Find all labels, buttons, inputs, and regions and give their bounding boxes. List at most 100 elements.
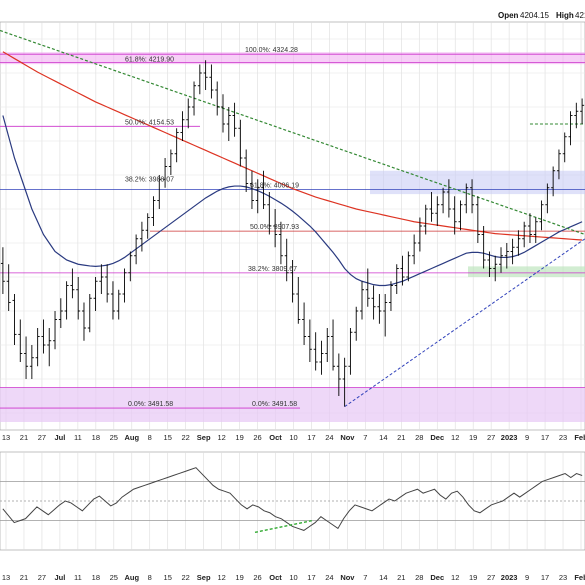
fib-labels: 100.0%: 4324.28 61.8%: 4219.90 50.0%: 4154… bbox=[125, 47, 299, 408]
x-tick-label: 21 bbox=[397, 433, 405, 442]
ohlc-bar bbox=[302, 302, 307, 345]
ohlc-bar bbox=[510, 238, 515, 265]
ohlc-bar bbox=[24, 336, 29, 379]
ohlc-bar bbox=[562, 132, 567, 163]
ohlc-bar bbox=[487, 251, 492, 277]
ohlc-bar bbox=[139, 221, 144, 252]
ohlc-bar bbox=[76, 277, 81, 320]
x-axis-lower: 13 21 27 Jul 11 18 25 Aug 8 15 22 Sep 12 19 26 Oct 10 17 2… bbox=[2, 573, 585, 582]
ohlc-bar bbox=[157, 175, 162, 209]
ohlc-bar bbox=[53, 311, 58, 350]
x-tick-label: 12 bbox=[217, 433, 225, 442]
x-tick-label-lower: 27 bbox=[38, 573, 46, 582]
fib-label: 0.0%: 3491.58 bbox=[252, 401, 297, 408]
fib-label: 50.0%: 4154.53 bbox=[125, 119, 174, 126]
x-tick-label: 26 bbox=[253, 433, 261, 442]
ohlc-bar bbox=[319, 340, 324, 375]
resistance-zone bbox=[370, 170, 585, 195]
oscillator-panel bbox=[0, 467, 585, 534]
ohlc-bar bbox=[331, 319, 336, 371]
x-tick-label: Feb bbox=[574, 433, 585, 442]
ohlc-bar bbox=[388, 281, 393, 311]
x-tick-label-lower: Feb bbox=[574, 573, 585, 582]
x-tick-label-lower: 8 bbox=[148, 573, 152, 582]
x-tick-label-lower: 23 bbox=[559, 573, 567, 582]
ohlc-bar bbox=[284, 238, 289, 282]
x-tick-label-lower: Nov bbox=[340, 573, 355, 582]
support-zone bbox=[468, 266, 585, 277]
x-tick-label: 25 bbox=[110, 433, 118, 442]
x-tick-label: 23 bbox=[559, 433, 567, 442]
x-tick-label: Sep bbox=[197, 433, 211, 442]
ohlc-bar bbox=[12, 294, 17, 345]
x-tick-label: Oct bbox=[269, 433, 282, 442]
ohlc-bar bbox=[580, 98, 585, 124]
ohlc-bar bbox=[0, 247, 5, 294]
ohlc-bar bbox=[412, 234, 417, 265]
ohlc-bar bbox=[417, 217, 422, 252]
ohlc-bar bbox=[423, 204, 428, 235]
ohlc-bar bbox=[499, 247, 504, 273]
fib-zone-bottom bbox=[0, 387, 585, 422]
x-tick-label-lower: Aug bbox=[124, 573, 139, 582]
ohlc-bar bbox=[220, 94, 225, 133]
x-tick-label-lower: Sep bbox=[197, 573, 211, 582]
ohlc-bar bbox=[336, 353, 341, 396]
ohlc-bar bbox=[6, 264, 11, 311]
ohlc-bar bbox=[556, 149, 561, 180]
ohlc-bar bbox=[186, 98, 191, 129]
x-tick-label: 24 bbox=[325, 433, 333, 442]
ohlc-bar bbox=[87, 294, 92, 333]
ohlc-bar bbox=[406, 251, 411, 282]
ohlc-bar bbox=[325, 328, 330, 362]
x-tick-label: Dec bbox=[430, 433, 444, 442]
ohlc-bar bbox=[516, 230, 521, 256]
ohlc-bar bbox=[70, 268, 75, 299]
ohlc-bar bbox=[197, 64, 202, 95]
x-tick-label-lower: 18 bbox=[92, 573, 100, 582]
ohlc-bar bbox=[47, 328, 52, 367]
x-tick-label: 18 bbox=[92, 433, 100, 442]
ohlc-bar bbox=[377, 294, 382, 324]
oscillator-line bbox=[2, 467, 583, 531]
ohlc-bar bbox=[481, 226, 486, 269]
ohlc-bar bbox=[192, 81, 197, 116]
ohlc-bar bbox=[545, 183, 550, 214]
x-tick-label: Nov bbox=[340, 433, 355, 442]
ohlc-bar bbox=[574, 102, 579, 129]
x-tick-label-lower: 15 bbox=[164, 573, 172, 582]
ohlc-bar bbox=[35, 328, 40, 367]
ohlc-bar bbox=[238, 119, 243, 167]
fib-zone-top bbox=[0, 52, 585, 65]
uptrend-line bbox=[344, 238, 585, 408]
ohlc-bar bbox=[446, 179, 451, 218]
x-tick-label: 21 bbox=[20, 433, 28, 442]
x-tick-label: 27 bbox=[38, 433, 46, 442]
fib-label: 0.0%: 3491.58 bbox=[128, 401, 173, 408]
x-tick-label-lower: 17 bbox=[307, 573, 315, 582]
ohlc-bar bbox=[296, 277, 301, 324]
ohlc-bar bbox=[244, 149, 249, 192]
ohlc-bar bbox=[568, 111, 573, 146]
ohlc-bar bbox=[342, 357, 347, 407]
ohlc-bar bbox=[383, 294, 388, 337]
fib-label: 50.0%: 3907.93 bbox=[250, 224, 299, 231]
x-tick-label: 9 bbox=[525, 433, 529, 442]
ohlc-bar bbox=[354, 306, 359, 341]
ohlc-bar bbox=[493, 255, 498, 282]
ohlc-bar bbox=[475, 196, 480, 243]
x-tick-label-lower: Jul bbox=[54, 573, 65, 582]
x-tick-label: 7 bbox=[363, 433, 367, 442]
ohlc-bar bbox=[533, 217, 538, 243]
ohlc-bar bbox=[122, 268, 127, 303]
moving-average-line bbox=[2, 51, 583, 241]
x-tick-label-lower: 9 bbox=[525, 573, 529, 582]
fib-label: 61.8%: 4219.90 bbox=[125, 56, 174, 63]
ohlc-bar bbox=[261, 170, 266, 209]
ohlc-bar bbox=[371, 285, 376, 320]
x-tick-label-lower: Dec bbox=[430, 573, 444, 582]
ohlc-bar bbox=[151, 196, 156, 226]
ohlc-bar bbox=[116, 289, 121, 320]
x-tick-label: 19 bbox=[235, 433, 243, 442]
